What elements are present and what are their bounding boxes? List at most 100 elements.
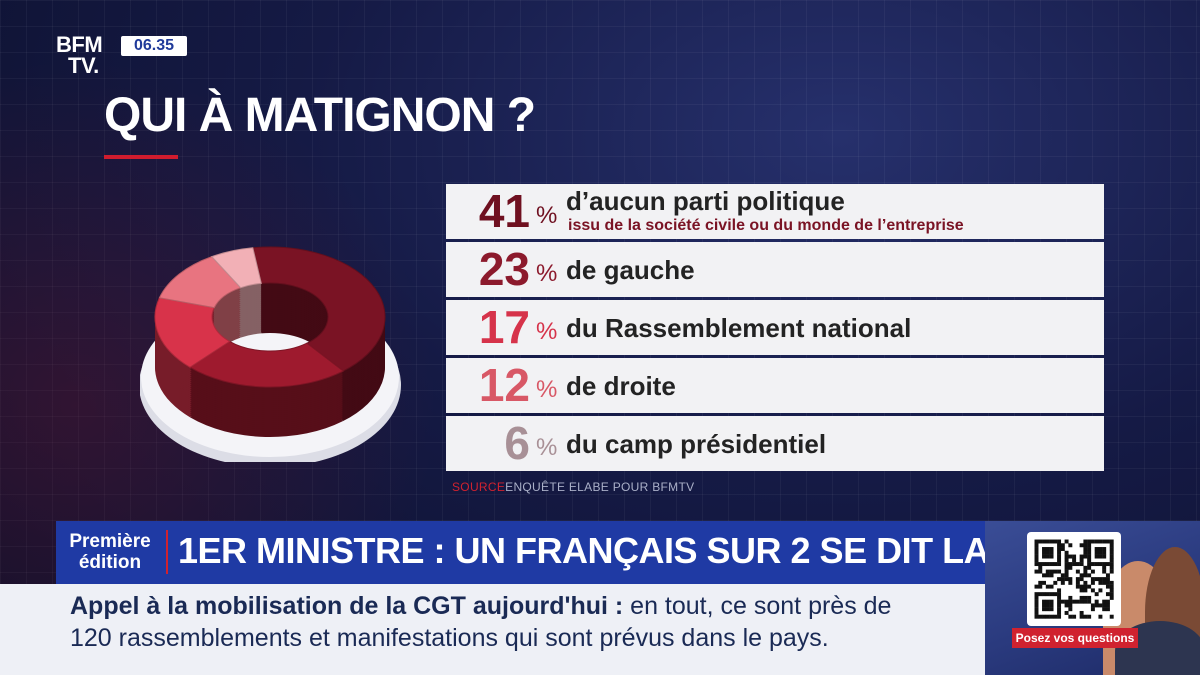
qr-module <box>1072 599 1077 604</box>
result-number: 23 <box>478 243 530 295</box>
result-number: 17 <box>478 301 530 353</box>
qr-module <box>1045 607 1050 612</box>
qr-module <box>1034 543 1039 548</box>
qr-module <box>1049 607 1054 612</box>
qr-module <box>1105 603 1110 608</box>
qr-module <box>1094 599 1099 604</box>
qr-module <box>1075 569 1080 574</box>
qr-module <box>1105 580 1110 585</box>
qr-module <box>1057 543 1062 548</box>
qr-module <box>1064 603 1069 608</box>
qr-module <box>1083 565 1088 570</box>
qr-module <box>1064 554 1069 559</box>
qr-module <box>1057 599 1062 604</box>
qr-module <box>1045 584 1050 589</box>
qr-module <box>1042 554 1046 559</box>
qr-module <box>1064 610 1069 615</box>
qr-module <box>1038 539 1043 544</box>
qr-module <box>1045 599 1050 604</box>
qr-module <box>1064 565 1069 570</box>
qr-module <box>1098 614 1103 619</box>
qr-module <box>1045 562 1050 567</box>
result-number: 6 <box>504 417 530 469</box>
qr-module <box>1094 550 1099 555</box>
percent-sign: % <box>536 318 558 345</box>
qr-module <box>1064 569 1069 574</box>
qr-module <box>1098 580 1103 585</box>
qr-module <box>1109 554 1114 559</box>
qr-module <box>1102 603 1107 608</box>
qr-module <box>1068 562 1073 567</box>
edition-line-2: édition <box>78 552 142 573</box>
source-text: ENQUÊTE ELABE POUR BFMTV <box>505 480 695 494</box>
qr-module <box>1109 562 1114 567</box>
ask-questions-button[interactable]: Posez vos questions <box>1012 628 1138 648</box>
qr-module <box>1038 614 1043 619</box>
qr-module <box>1049 592 1054 597</box>
qr-module <box>1034 539 1039 544</box>
qr-module <box>1045 547 1050 551</box>
qr-module <box>1057 562 1062 567</box>
qr-module <box>1057 539 1062 544</box>
qr-module <box>1105 592 1110 597</box>
qr-module <box>1075 580 1080 585</box>
qr-module <box>1049 614 1054 619</box>
qr-module <box>1068 595 1073 600</box>
qr-module <box>1068 603 1073 608</box>
qr-module <box>1105 539 1110 544</box>
qr-module <box>1087 584 1092 589</box>
result-row: 41% d’aucun parti politique issu de la soc… <box>446 184 1104 239</box>
qr-module <box>1102 607 1107 612</box>
result-label: d’aucun parti politique <box>566 186 845 216</box>
qr-module <box>1068 607 1073 612</box>
qr-module <box>1072 558 1077 563</box>
qr-module <box>1064 577 1069 582</box>
qr-module <box>1098 539 1103 544</box>
result-label: de gauche <box>566 255 695 285</box>
qr-module <box>1105 577 1110 582</box>
qr-code-icon[interactable] <box>1027 532 1121 626</box>
qr-module <box>1090 569 1095 574</box>
qr-module <box>1042 599 1046 604</box>
qr-module <box>1053 614 1058 619</box>
qr-module <box>1109 614 1114 619</box>
qr-module <box>1057 558 1062 563</box>
result-number: 41 <box>478 185 530 237</box>
qr-module <box>1049 599 1054 604</box>
qr-module <box>1094 577 1099 582</box>
lower-third <box>56 521 985 584</box>
title-underline <box>104 155 178 159</box>
qr-module <box>1098 562 1103 567</box>
percent-sign: % <box>536 260 558 287</box>
qr-module <box>1034 562 1039 567</box>
qr-module <box>1105 599 1110 604</box>
news-ticker: Appel à la mobilisation de la CGT aujour… <box>0 584 985 675</box>
qr-module <box>1079 577 1084 582</box>
qr-module <box>1057 607 1062 612</box>
qr-module <box>1060 577 1065 582</box>
qr-module <box>1042 550 1046 555</box>
qr-module <box>1087 550 1092 555</box>
qr-module <box>1042 562 1046 567</box>
qr-module <box>1102 562 1107 567</box>
percent-sign: % <box>536 434 558 461</box>
logo-line-2: TV. <box>68 53 99 78</box>
qr-module <box>1064 558 1069 563</box>
qr-module <box>1045 603 1050 608</box>
qr-module <box>1034 592 1039 597</box>
qr-module <box>1049 550 1054 555</box>
qr-module <box>1094 562 1099 567</box>
qr-module <box>1042 592 1046 597</box>
qr-module <box>1060 573 1065 578</box>
qr-module <box>1053 569 1058 574</box>
qr-module <box>1038 592 1043 597</box>
source-note: SOURCEENQUÊTE ELABE POUR BFMTV <box>452 480 694 494</box>
qr-module <box>1079 595 1084 600</box>
qr-module <box>1057 603 1062 608</box>
ticker-lead: Appel à la mobilisation de la CGT aujour… <box>70 592 624 620</box>
qr-module <box>1087 539 1092 544</box>
result-row: 12% de droite <box>446 358 1104 413</box>
qr-module <box>1102 569 1107 574</box>
qr-module <box>1109 584 1114 589</box>
qr-module <box>1083 595 1088 600</box>
